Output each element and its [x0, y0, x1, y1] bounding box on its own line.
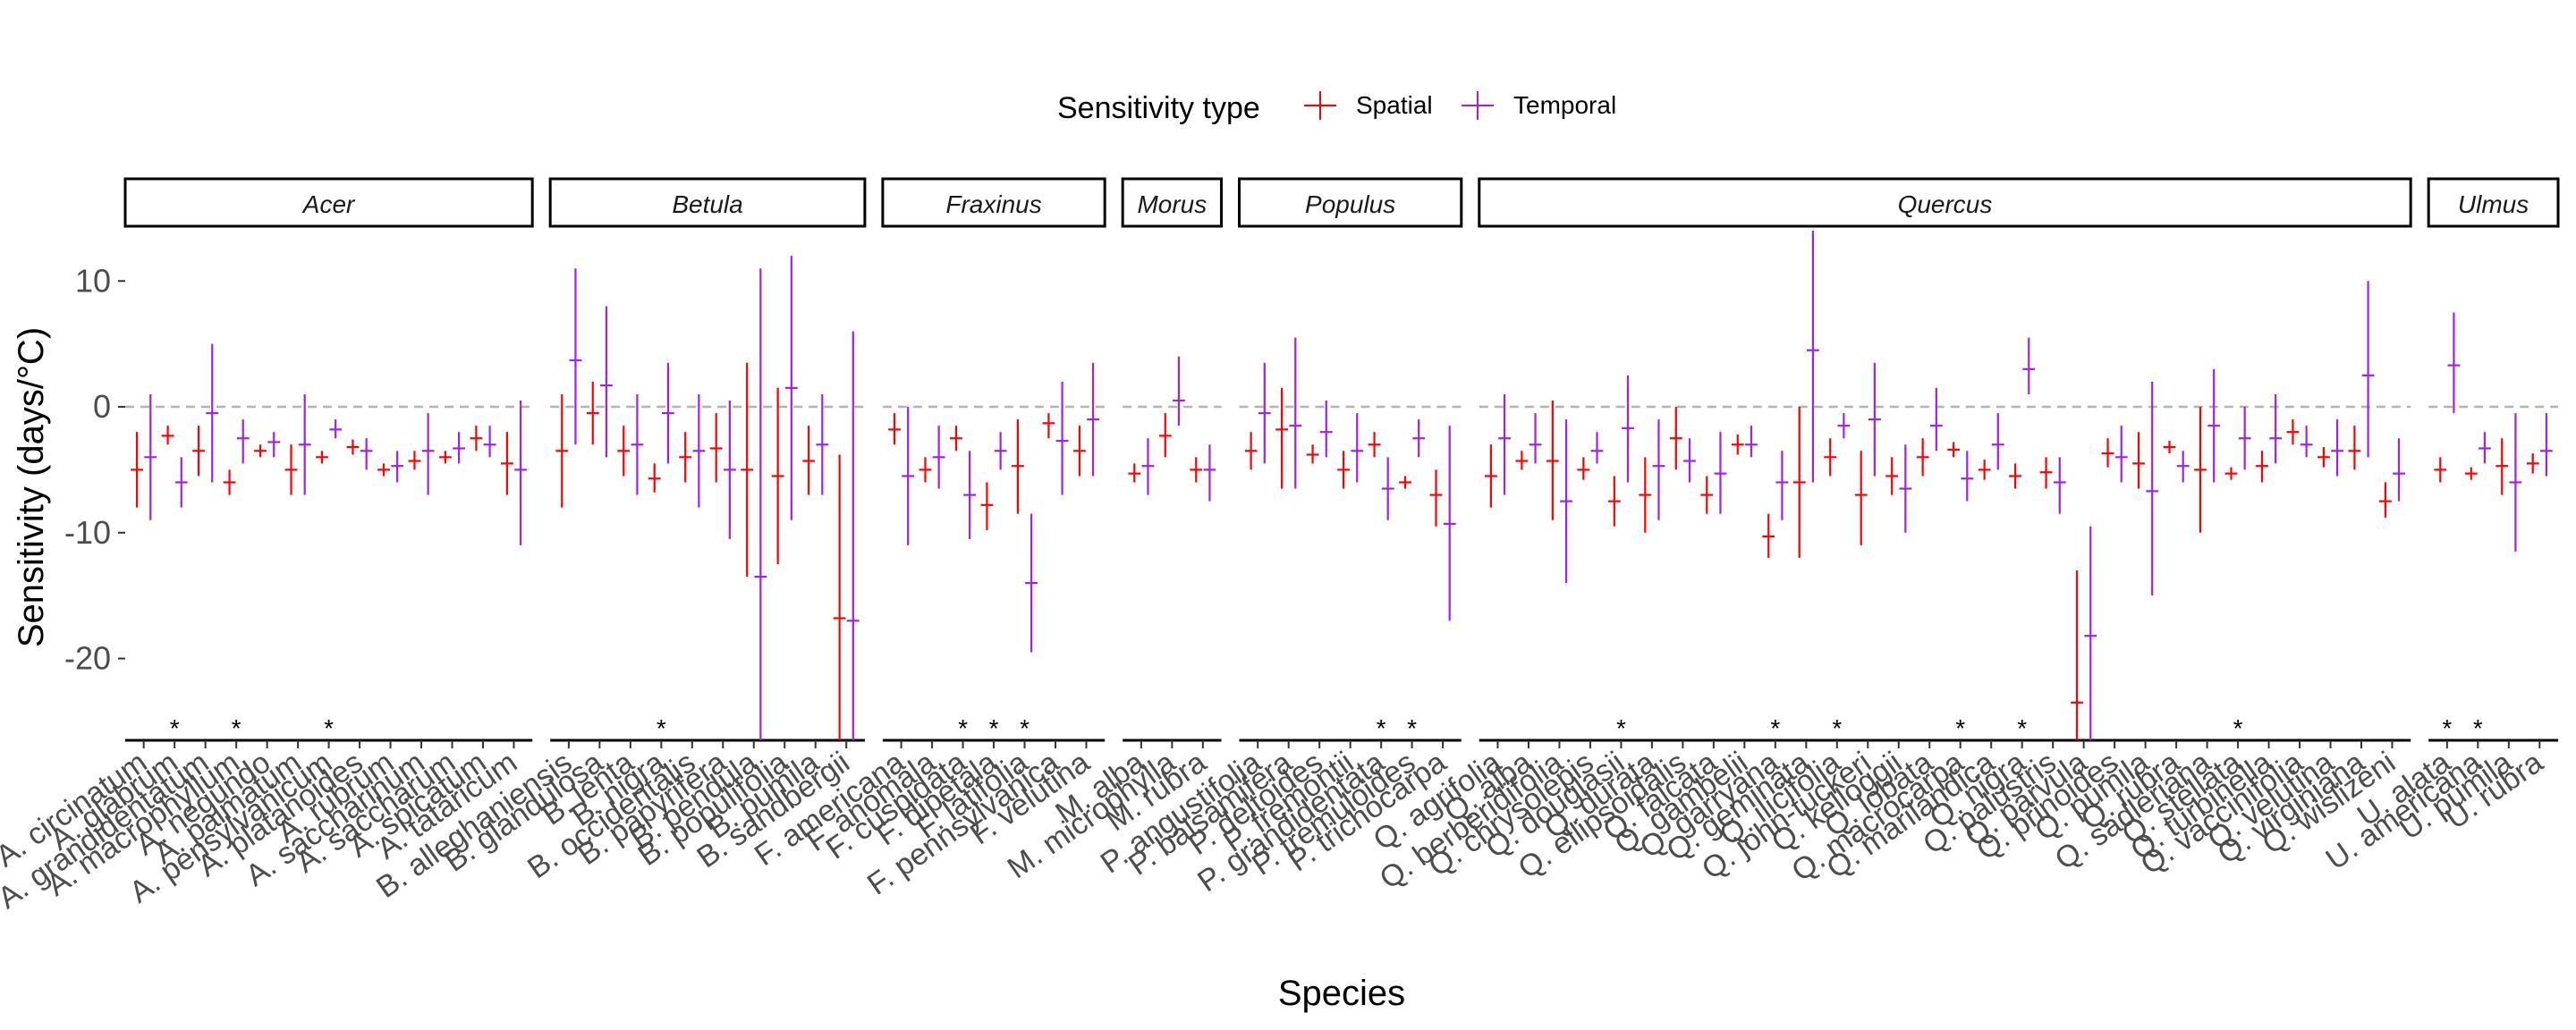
legend-key-spatial — [1304, 91, 1336, 120]
legend-label-spatial: Spatial — [1356, 91, 1433, 119]
significance-star: * — [1020, 714, 1030, 742]
strip-label: Acer — [301, 190, 356, 218]
y-axis: 10 0 -10 -20 — [64, 262, 125, 677]
strip-box — [1478, 177, 2412, 228]
significance-star: * — [1955, 714, 1965, 742]
strip-label: Populus — [1305, 190, 1395, 218]
strip-box — [123, 177, 534, 228]
significance-star: * — [657, 714, 666, 742]
strip-label: Quercus — [1898, 190, 1993, 218]
strip-box — [548, 177, 867, 228]
significance-star: * — [1407, 714, 1417, 742]
significance-star: * — [2442, 714, 2452, 742]
significance-star: * — [958, 714, 968, 742]
significance-star: * — [232, 714, 242, 742]
strip-box — [2427, 177, 2560, 228]
significance-star: * — [324, 714, 334, 742]
strip-box — [1121, 177, 1224, 228]
significance-star: * — [1770, 714, 1780, 742]
significance-star: * — [2473, 714, 2483, 742]
significance-star: * — [2233, 714, 2243, 742]
strip-label: Morus — [1137, 190, 1207, 218]
significance-star: * — [1377, 714, 1386, 742]
y-tick-label: -20 — [64, 640, 111, 677]
legend-label-temporal: Temporal — [1513, 91, 1616, 119]
y-axis-title: Sensitivity (days/°C) — [12, 327, 51, 647]
strip-label: Fraxinus — [945, 190, 1041, 218]
x-axis-title: Species — [1278, 974, 1405, 1013]
significance-star: * — [170, 714, 180, 742]
strip-box — [1238, 177, 1463, 228]
strip-label: Ulmus — [2458, 190, 2529, 218]
strip-label: Betula — [672, 190, 742, 218]
legend: Sensitivity type Spatial Temporal — [1057, 91, 1616, 125]
strip-box — [881, 177, 1106, 228]
legend-title: Sensitivity type — [1057, 91, 1260, 125]
y-tick-label: 0 — [93, 388, 111, 425]
y-tick-label: 10 — [75, 262, 111, 299]
y-tick-label: -10 — [64, 514, 111, 551]
significance-star: * — [1832, 714, 1842, 742]
legend-key-temporal — [1462, 91, 1494, 120]
significance-star: * — [2017, 714, 2027, 742]
significance-star: * — [1616, 714, 1626, 742]
significance-star: * — [989, 714, 999, 742]
